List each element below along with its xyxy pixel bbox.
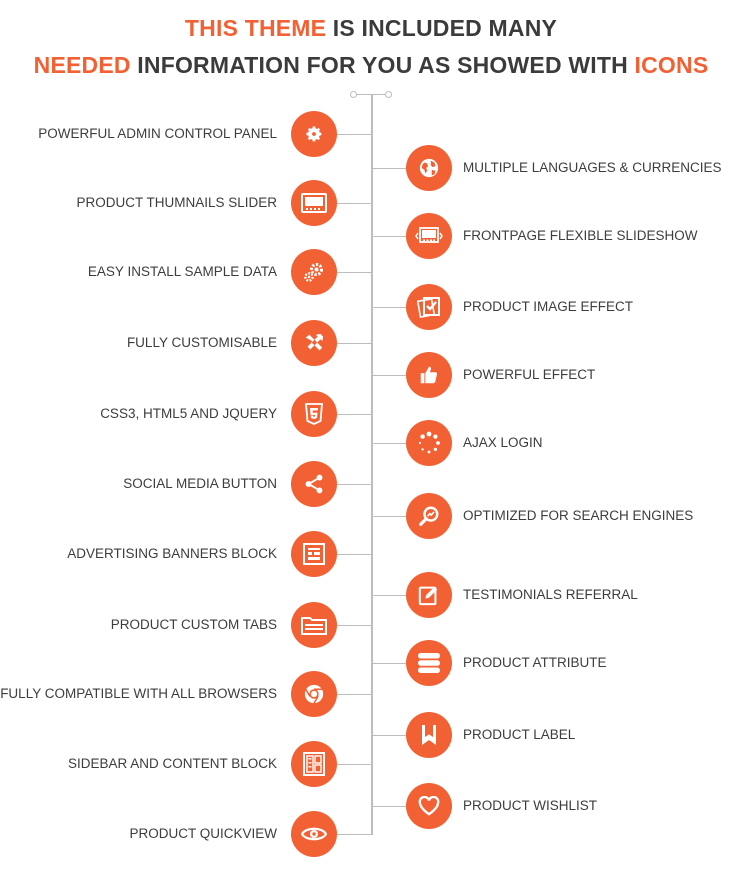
feature-item: SOCIAL MEDIA BUTTON (0, 461, 337, 507)
edit-icon (406, 572, 452, 618)
heart-icon (406, 783, 452, 829)
globe-icon (406, 145, 452, 191)
title-highlight: ICONS (634, 52, 709, 78)
feature-label: OPTIMIZED FOR SEARCH ENGINES (463, 508, 694, 523)
feature-label: PRODUCT THUMNAILS SLIDER (76, 195, 277, 210)
feature-label: SIDEBAR AND CONTENT BLOCK (67, 756, 277, 771)
timeline-connector (371, 516, 406, 517)
timeline-connector (337, 764, 371, 765)
timeline-connector (337, 343, 371, 344)
feature-label: PRODUCT QUICKVIEW (129, 826, 277, 841)
seo-search-icon (406, 493, 452, 539)
feature-label: PRODUCT ATTRIBUTE (463, 655, 607, 670)
timeline-connector (337, 694, 371, 695)
image-effect-icon (406, 284, 452, 330)
feature-label: PRODUCT LABEL (463, 727, 576, 742)
feature-label: TESTIMONIALS REFERRAL (463, 587, 638, 602)
timeline-connector (371, 307, 406, 308)
timeline-connector (337, 625, 371, 626)
feature-label: MULTIPLE LANGUAGES & CURRENCIES (463, 160, 722, 175)
thumbs-up-icon (406, 352, 452, 398)
feature-item: MULTIPLE LANGUAGES & CURRENCIES (406, 145, 742, 191)
feature-label: PRODUCT WISHLIST (463, 798, 598, 813)
feature-item: FRONTPAGE FLEXIBLE SLIDESHOW (406, 213, 742, 259)
feature-item: POWERFUL EFFECT (406, 352, 742, 398)
timeline-connector (371, 443, 406, 444)
timeline-connector (371, 168, 406, 169)
feature-item: CSS3, HTML5 AND JQUERY (0, 391, 337, 437)
loading-spinner-icon (406, 420, 452, 466)
tools-icon (291, 320, 337, 366)
feature-item: AJAX LOGIN (406, 420, 742, 466)
timeline-connector (371, 375, 406, 376)
title-line-2: NEEDED INFORMATION FOR YOU AS SHOWED WIT… (0, 52, 742, 79)
feature-label: PRODUCT IMAGE EFFECT (463, 299, 634, 314)
list-bars-icon (406, 640, 452, 686)
feature-item: PRODUCT CUSTOM TABS (0, 602, 337, 648)
share-icon (291, 461, 337, 507)
title-highlight: NEEDED (33, 52, 131, 78)
chrome-icon (291, 671, 337, 717)
banner-icon (291, 531, 337, 577)
feature-label: PRODUCT CUSTOM TABS (110, 617, 277, 632)
feature-item: PRODUCT IMAGE EFFECT (406, 284, 742, 330)
folder-tabs-icon (291, 602, 337, 648)
feature-item: POWERFUL ADMIN CONTROL PANEL (0, 111, 337, 157)
feature-item: PRODUCT ATTRIBUTE (406, 640, 742, 686)
timeline-connector (371, 663, 406, 664)
title-highlight: THIS THEME (184, 15, 327, 41)
feature-item: FULLY CUSTOMISABLE (0, 320, 337, 366)
timeline-connector (371, 735, 406, 736)
thumbnail-slider-icon (291, 180, 337, 226)
feature-item: PRODUCT LABEL (406, 712, 742, 758)
timeline-connector (337, 484, 371, 485)
feature-item: TESTIMONIALS REFERRAL (406, 572, 742, 618)
feature-item: ADVERTISING BANNERS BLOCK (0, 531, 337, 577)
feature-item: PRODUCT WISHLIST (406, 783, 742, 829)
timeline-connector (337, 834, 371, 835)
timeline-dot-left (350, 91, 357, 98)
layout-blocks-icon (291, 741, 337, 787)
feature-label: AJAX LOGIN (463, 435, 543, 450)
timeline-connector (337, 414, 371, 415)
gear-icon (291, 111, 337, 157)
timeline-connector (337, 203, 371, 204)
timeline-connector (371, 595, 406, 596)
title-text: IS INCLUDED MANY (326, 15, 558, 41)
eye-icon (291, 811, 337, 857)
timeline-connector (337, 272, 371, 273)
feature-item: PRODUCT QUICKVIEW (0, 811, 337, 857)
feature-label: SOCIAL MEDIA BUTTON (123, 476, 277, 491)
timeline-connector (337, 134, 371, 135)
feature-item: SIDEBAR AND CONTENT BLOCK (0, 741, 337, 787)
timeline-connector (371, 236, 406, 237)
feature-item: OPTIMIZED FOR SEARCH ENGINES (406, 493, 742, 539)
timeline-connector (371, 806, 406, 807)
feature-item: EASY INSTALL SAMPLE DATA (0, 249, 337, 295)
feature-item: PRODUCT THUMNAILS SLIDER (0, 180, 337, 226)
bookmark-icon (406, 712, 452, 758)
slideshow-icon (406, 213, 452, 259)
title-line-1: THIS THEME IS INCLUDED MANY (0, 15, 742, 42)
feature-label: FULLY COMPATIBLE WITH ALL BROWSERS (0, 686, 277, 701)
title-text: INFORMATION FOR YOU AS SHOWED WITH (130, 52, 635, 78)
feature-label: ADVERTISING BANNERS BLOCK (67, 546, 277, 561)
feature-label: FRONTPAGE FLEXIBLE SLIDESHOW (463, 228, 698, 243)
feature-item: FULLY COMPATIBLE WITH ALL BROWSERS (0, 671, 337, 717)
gears-icon (291, 249, 337, 295)
timeline-connector (337, 554, 371, 555)
timeline-line (371, 94, 373, 835)
feature-label: FULLY CUSTOMISABLE (126, 335, 277, 350)
html5-icon (291, 391, 337, 437)
feature-label: EASY INSTALL SAMPLE DATA (87, 264, 277, 279)
feature-label: CSS3, HTML5 AND JQUERY (100, 406, 277, 421)
feature-label: POWERFUL ADMIN CONTROL PANEL (38, 126, 277, 141)
timeline-dot-right (385, 91, 392, 98)
feature-label: POWERFUL EFFECT (463, 367, 596, 382)
